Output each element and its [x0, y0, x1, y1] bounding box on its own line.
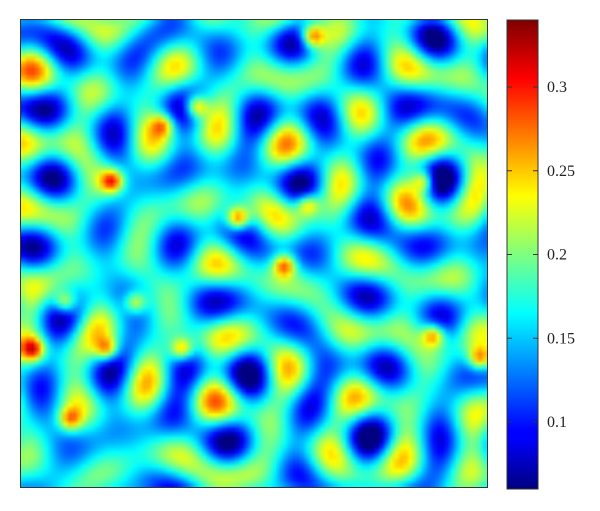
- colorbar-tick-label: 0.25: [547, 163, 575, 180]
- colorbar-gradient: [506, 19, 539, 490]
- colorbar-tick-label: 0.3: [547, 79, 567, 96]
- colorbar-tick-label: 0.1: [547, 414, 567, 431]
- heatmap-plot: [20, 19, 488, 488]
- heatmap-image: [21, 20, 487, 487]
- colorbar-ticks: 0.1 0.15 0.2 0.25 0.3: [507, 79, 575, 431]
- colorbar-tick-label: 0.15: [547, 330, 575, 347]
- colorbar: 0.1 0.15 0.2 0.25 0.3: [506, 19, 575, 490]
- colorbar-tick-label: 0.2: [547, 247, 567, 264]
